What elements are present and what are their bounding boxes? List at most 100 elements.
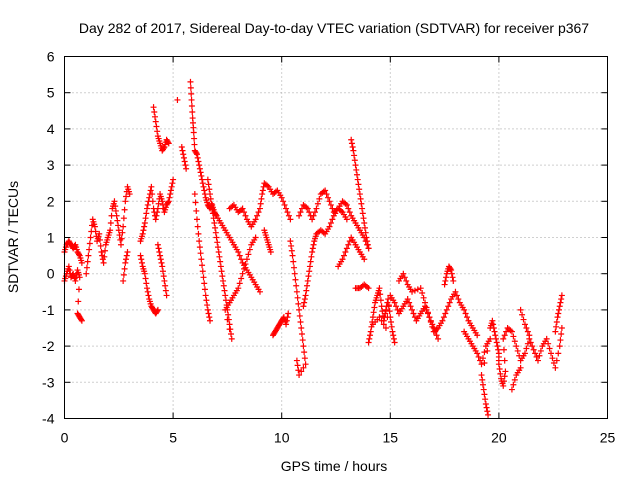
- data-point: [404, 296, 411, 303]
- data-point: [510, 381, 517, 388]
- data-point: [151, 109, 158, 116]
- data-point: [490, 321, 497, 328]
- data-point: [196, 244, 203, 251]
- data-point: [281, 201, 288, 208]
- data-point: [401, 274, 408, 281]
- data-point: [429, 323, 436, 330]
- data-point: [495, 361, 502, 368]
- data-point: [386, 308, 393, 315]
- data-point: [521, 350, 528, 357]
- data-point: [121, 206, 128, 213]
- data-point: [191, 135, 198, 142]
- data-point: [217, 263, 224, 270]
- data-point: [545, 340, 552, 347]
- data-point: [345, 241, 352, 248]
- data-point: [224, 316, 231, 323]
- data-point: [83, 270, 90, 277]
- data-point: [554, 314, 561, 321]
- data-point: [446, 299, 453, 306]
- data-point: [160, 273, 167, 280]
- data-point: [307, 258, 314, 265]
- data-point: [200, 183, 207, 190]
- data-point: [228, 331, 235, 338]
- data-point: [192, 199, 199, 206]
- data-point: [496, 366, 503, 373]
- data-point: [75, 286, 82, 293]
- data-point: [142, 275, 149, 282]
- data-point: [524, 340, 531, 347]
- data-point: [235, 285, 242, 292]
- data-point: [238, 256, 245, 263]
- data-point: [242, 212, 249, 219]
- data-point: [159, 263, 166, 270]
- data-point: [121, 265, 128, 272]
- x-tick-label: 25: [600, 430, 616, 446]
- data-point: [267, 248, 274, 255]
- data-point: [287, 216, 294, 223]
- data-point: [452, 288, 459, 295]
- data-point: [316, 195, 323, 202]
- data-point: [255, 209, 262, 216]
- x-axis-label: GPS time / hours: [281, 458, 388, 474]
- data-point: [143, 280, 150, 287]
- data-point: [119, 229, 126, 236]
- data-point: [108, 212, 115, 219]
- data-point: [222, 292, 229, 299]
- data-point: [145, 292, 152, 299]
- data-point: [167, 191, 174, 198]
- data-point: [221, 287, 228, 294]
- data-point: [308, 253, 315, 260]
- data-point: [144, 205, 151, 212]
- data-point: [527, 339, 534, 346]
- data-point: [205, 181, 212, 188]
- data-point: [365, 339, 372, 346]
- data-point: [252, 216, 259, 223]
- data-point: [140, 227, 147, 234]
- data-point: [96, 230, 103, 237]
- data-point: [155, 200, 162, 207]
- data-point: [206, 186, 213, 193]
- data-point: [500, 382, 507, 389]
- data-point: [284, 314, 291, 321]
- data-point: [529, 343, 536, 350]
- data-point: [212, 224, 219, 231]
- data-point: [351, 157, 358, 164]
- data-point: [385, 296, 392, 303]
- data-point: [297, 209, 304, 216]
- data-point: [256, 205, 263, 212]
- data-point: [87, 234, 94, 241]
- data-point: [483, 404, 490, 411]
- data-point: [188, 90, 195, 97]
- data-point: [107, 220, 114, 227]
- data-point: [480, 386, 487, 393]
- data-point: [382, 325, 389, 331]
- data-point: [98, 248, 105, 255]
- data-point: [294, 362, 301, 369]
- data-point: [301, 355, 308, 362]
- data-point: [122, 259, 129, 266]
- data-point: [340, 252, 347, 259]
- data-point: [485, 411, 492, 418]
- data-point: [365, 285, 372, 292]
- data-point: [303, 287, 310, 294]
- data-point: [409, 288, 416, 295]
- data-point: [239, 270, 246, 277]
- data-point: [258, 195, 265, 202]
- data-point: [174, 96, 181, 103]
- data-point: [111, 198, 118, 205]
- data-point: [96, 236, 103, 243]
- data-point: [448, 267, 455, 274]
- data-point: [293, 357, 300, 364]
- data-point: [178, 144, 185, 150]
- data-point: [356, 186, 363, 193]
- data-point: [534, 357, 541, 364]
- data-point: [144, 285, 151, 292]
- data-point: [218, 268, 225, 275]
- data-point: [115, 222, 122, 229]
- data-point: [207, 191, 214, 198]
- data-point: [216, 253, 223, 260]
- data-point: [83, 264, 90, 271]
- data-point: [160, 145, 167, 152]
- data-point: [226, 326, 233, 333]
- data-point: [414, 286, 421, 293]
